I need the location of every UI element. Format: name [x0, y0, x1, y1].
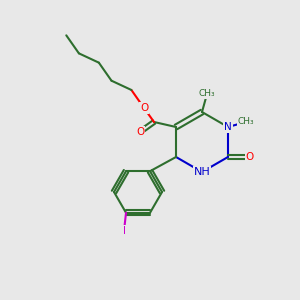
- Text: CH₃: CH₃: [238, 118, 254, 127]
- Text: CH₃: CH₃: [199, 89, 215, 98]
- Text: O: O: [246, 152, 254, 162]
- Text: N: N: [224, 122, 232, 132]
- Text: O: O: [136, 127, 144, 137]
- Text: NH: NH: [194, 167, 210, 177]
- Text: O: O: [140, 103, 148, 113]
- Text: I: I: [122, 226, 125, 236]
